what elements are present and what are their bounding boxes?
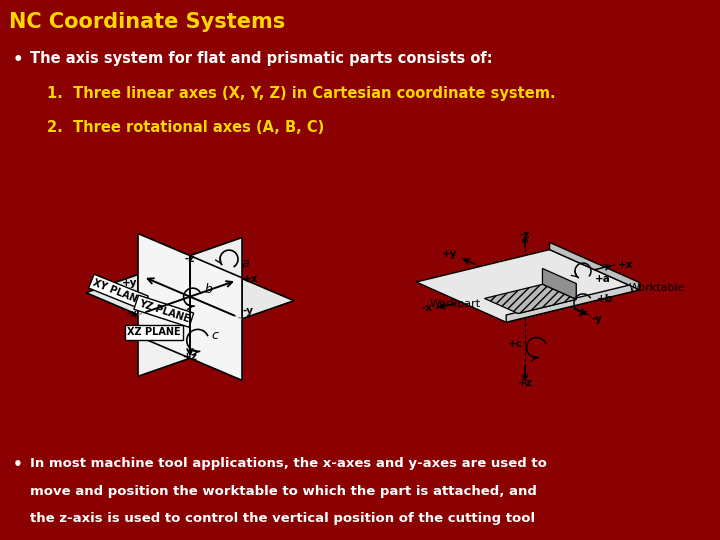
- Text: •: •: [13, 51, 24, 69]
- Text: -z: -z: [185, 254, 195, 264]
- Text: XZ PLANE: XZ PLANE: [127, 327, 181, 338]
- Text: -x: -x: [127, 309, 138, 319]
- Polygon shape: [506, 282, 639, 322]
- Polygon shape: [138, 238, 242, 376]
- Polygon shape: [549, 242, 639, 290]
- Text: +a: +a: [595, 274, 611, 284]
- Polygon shape: [416, 249, 639, 322]
- Text: +x: +x: [618, 260, 634, 270]
- Text: 1.  Three linear axes (X, Y, Z) in Cartesian coordinate system.: 1. Three linear axes (X, Y, Z) in Cartes…: [47, 86, 555, 101]
- Text: move and position the worktable to which the part is attached, and: move and position the worktable to which…: [30, 485, 537, 498]
- Text: The axis system for flat and prismatic parts consists of:: The axis system for flat and prismatic p…: [30, 51, 493, 66]
- Text: +z: +z: [183, 352, 197, 362]
- Polygon shape: [86, 256, 294, 337]
- Text: •: •: [13, 457, 23, 472]
- Text: 2.  Three rotational axes (A, B, C): 2. Three rotational axes (A, B, C): [47, 120, 324, 135]
- Text: +z: +z: [518, 379, 532, 388]
- Text: +x: +x: [243, 274, 258, 285]
- Text: +y: +y: [442, 249, 458, 260]
- Polygon shape: [138, 233, 242, 380]
- Text: the z-axis is used to control the vertical position of the cutting tool: the z-axis is used to control the vertic…: [30, 512, 536, 525]
- Polygon shape: [542, 268, 576, 300]
- Polygon shape: [485, 285, 576, 314]
- Text: -x: -x: [421, 303, 432, 313]
- Text: c: c: [212, 329, 219, 342]
- Text: a: a: [241, 256, 248, 269]
- Text: In most machine tool applications, the x-axes and y-axes are used to: In most machine tool applications, the x…: [30, 457, 547, 470]
- Text: NC Coordinate Systems: NC Coordinate Systems: [9, 12, 285, 32]
- Text: YZ PLANE: YZ PLANE: [137, 298, 191, 324]
- Text: +c: +c: [508, 339, 523, 348]
- Text: XY PLANE: XY PLANE: [91, 278, 145, 307]
- Text: -y: -y: [591, 314, 602, 324]
- Text: b: b: [204, 282, 212, 295]
- Text: -y: -y: [243, 306, 253, 316]
- Text: Worktable: Worktable: [628, 283, 685, 293]
- Polygon shape: [518, 284, 576, 314]
- Text: Workpart: Workpart: [429, 300, 480, 309]
- Text: +b: +b: [597, 294, 613, 304]
- Text: -z: -z: [520, 231, 530, 240]
- Text: +y: +y: [122, 278, 138, 288]
